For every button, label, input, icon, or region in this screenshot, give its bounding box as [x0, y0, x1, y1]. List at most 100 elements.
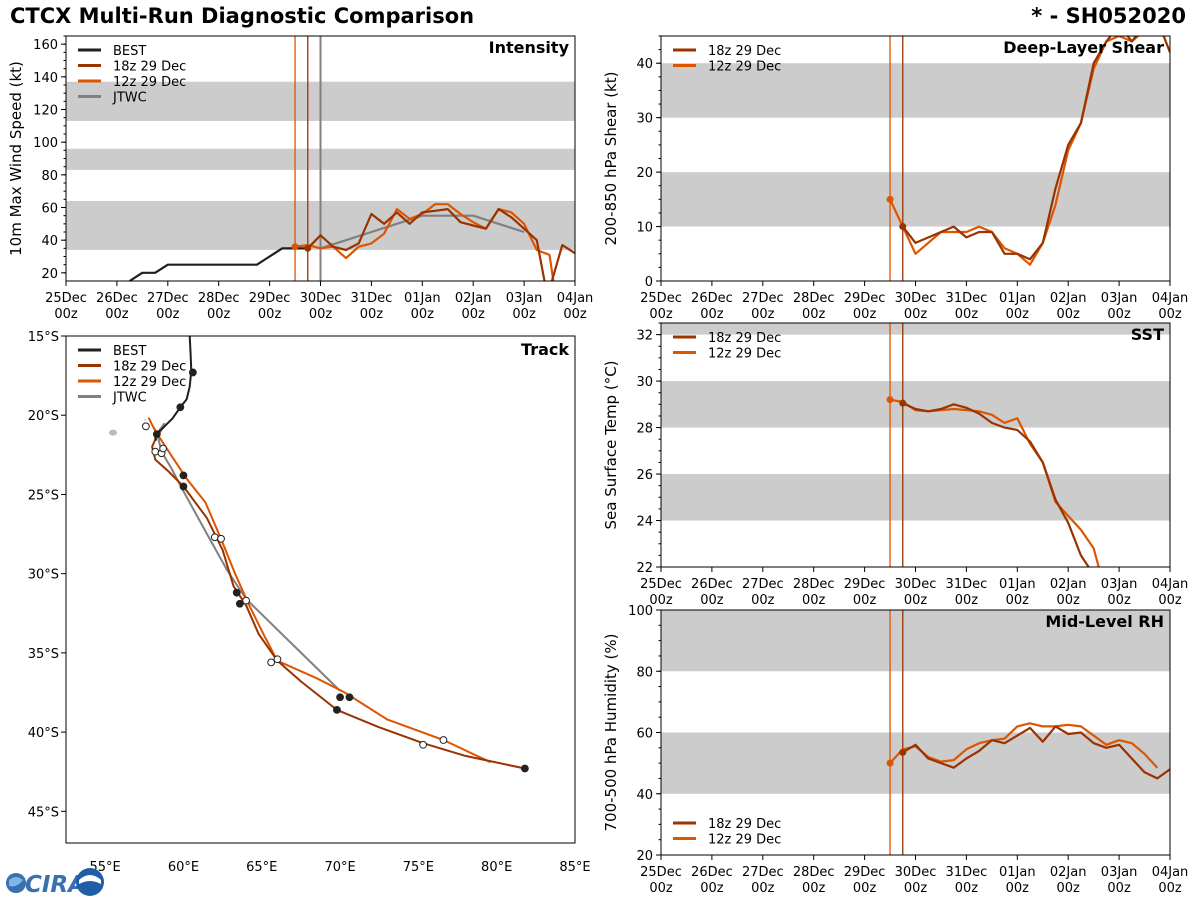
y-tick-label: 30 — [636, 112, 653, 127]
x-tick-day: 28Dec — [198, 291, 240, 306]
y-tick-label: 100 — [628, 604, 653, 619]
x-tick-hour: 00z — [802, 593, 826, 608]
track-marker — [176, 403, 185, 412]
y-tick-label: 40 — [41, 234, 58, 249]
x-tick-hour: 00z — [1006, 593, 1030, 608]
x-tick-day: 26Dec — [691, 865, 733, 880]
x-tick-hour: 00z — [156, 307, 180, 322]
x-tick-hour: 00z — [258, 307, 282, 322]
y-tick-label: 80 — [41, 169, 58, 184]
partner-seal-wave — [79, 875, 101, 884]
x-tick-day: 04Jan — [1152, 291, 1189, 306]
x-tick-day: 04Jan — [1152, 865, 1189, 880]
x-tick-hour: 00z — [904, 881, 928, 896]
island-reunion — [108, 429, 117, 436]
x-tick-day: 26Dec — [691, 577, 733, 592]
shade-band — [661, 381, 1170, 428]
x-tick-day: 31Dec — [946, 577, 988, 592]
x-tick-hour: 00z — [54, 307, 78, 322]
legend-label: 12z 29 Dec — [708, 347, 781, 362]
panel-title: Track — [521, 340, 569, 359]
x-tick-day: 29Dec — [844, 577, 886, 592]
track-line-18z-29-dec — [151, 435, 526, 770]
track-line-jtwc — [157, 422, 341, 692]
panel-title: SST — [1131, 325, 1164, 344]
y-tick-label: 140 — [33, 71, 58, 86]
x-tick-day: 29Dec — [844, 291, 886, 306]
series-line-18z-29-dec — [307, 208, 575, 281]
x-tick-hour: 00z — [1158, 593, 1182, 608]
legend-label: 12z 29 Dec — [113, 75, 186, 90]
x-tick-day: 01Jan — [404, 291, 441, 306]
x-tick-hour: 00z — [955, 307, 979, 322]
series-line-18z-29-dec — [902, 725, 1170, 780]
x-tick-hour: 00z — [751, 881, 775, 896]
y-tick-label: 40 — [636, 788, 653, 803]
x-tick-hour: 00z — [105, 307, 129, 322]
panel-title: Mid-Level RH — [1045, 612, 1164, 631]
x-tick-hour: 00z — [411, 307, 435, 322]
x-tick-day: 25Dec — [640, 865, 682, 880]
x-tick-hour: 00z — [649, 593, 673, 608]
x-tick-day: 28Dec — [793, 577, 835, 592]
track-marker — [419, 740, 427, 749]
track-marker — [235, 599, 244, 608]
init-point — [886, 396, 894, 404]
cira-logo-text: CIRA — [25, 872, 86, 898]
x-tick-day: 02Jan — [1050, 577, 1087, 592]
y-tick-label: 100 — [33, 136, 58, 151]
x-tick-hour: 00z — [955, 593, 979, 608]
y-tick-label: 24 — [636, 515, 653, 530]
lon-tick-label: 80°E — [481, 860, 512, 875]
x-tick-day: 25Dec — [640, 291, 682, 306]
legend-label: 18z 29 Dec — [113, 360, 186, 375]
y-tick-label: 0 — [645, 275, 653, 290]
lon-tick-label: 60°E — [168, 860, 199, 875]
init-point — [886, 195, 894, 203]
lat-tick-label: 20°S — [28, 409, 59, 424]
storm-id: * - SH052020 — [1031, 4, 1186, 28]
legend-label: JTWC — [112, 91, 147, 106]
legend-label: 18z 29 Dec — [708, 331, 781, 346]
x-tick-day: 25Dec — [45, 291, 87, 306]
lon-tick-label: 75°E — [403, 860, 434, 875]
figure-title: CTCX Multi-Run Diagnostic Comparison — [10, 4, 475, 28]
legend-label: BEST — [113, 44, 146, 59]
x-tick-hour: 00z — [700, 881, 724, 896]
init-point — [886, 759, 894, 767]
y-tick-label: 60 — [41, 202, 58, 217]
shade-band — [661, 172, 1170, 227]
x-tick-hour: 00z — [802, 307, 826, 322]
y-tick-label: 20 — [41, 267, 58, 282]
init-point — [304, 244, 312, 252]
track-marker — [242, 596, 251, 605]
x-tick-day: 03Jan — [1101, 291, 1138, 306]
x-tick-day: 30Dec — [895, 291, 937, 306]
track-marker — [336, 693, 344, 702]
y-axis-label: Sea Surface Temp (°C) — [602, 360, 620, 529]
track-marker — [179, 482, 188, 491]
x-tick-day: 29Dec — [249, 291, 291, 306]
series-line-18z-29-dec — [902, 402, 1090, 567]
x-tick-day: 28Dec — [793, 291, 835, 306]
y-tick-label: 120 — [33, 104, 58, 119]
y-tick-label: 80 — [636, 665, 653, 680]
x-tick-hour: 00z — [1057, 307, 1081, 322]
x-tick-day: 03Jan — [1101, 865, 1138, 880]
x-tick-day: 30Dec — [895, 577, 937, 592]
shade-band — [661, 474, 1170, 521]
x-tick-hour: 00z — [360, 307, 384, 322]
track-line-12z-29-dec — [148, 417, 491, 764]
x-tick-hour: 00z — [1158, 881, 1182, 896]
x-tick-day: 04Jan — [557, 291, 594, 306]
globe-highlight — [9, 877, 23, 887]
track-marker — [520, 764, 529, 773]
panel-track: 15°S20°S25°S30°S35°S40°S45°S55°E 60°E 65°E… — [28, 330, 591, 875]
x-tick-day: 31Dec — [946, 865, 988, 880]
y-tick-label: 28 — [636, 422, 653, 437]
x-tick-hour: 00z — [1057, 593, 1081, 608]
